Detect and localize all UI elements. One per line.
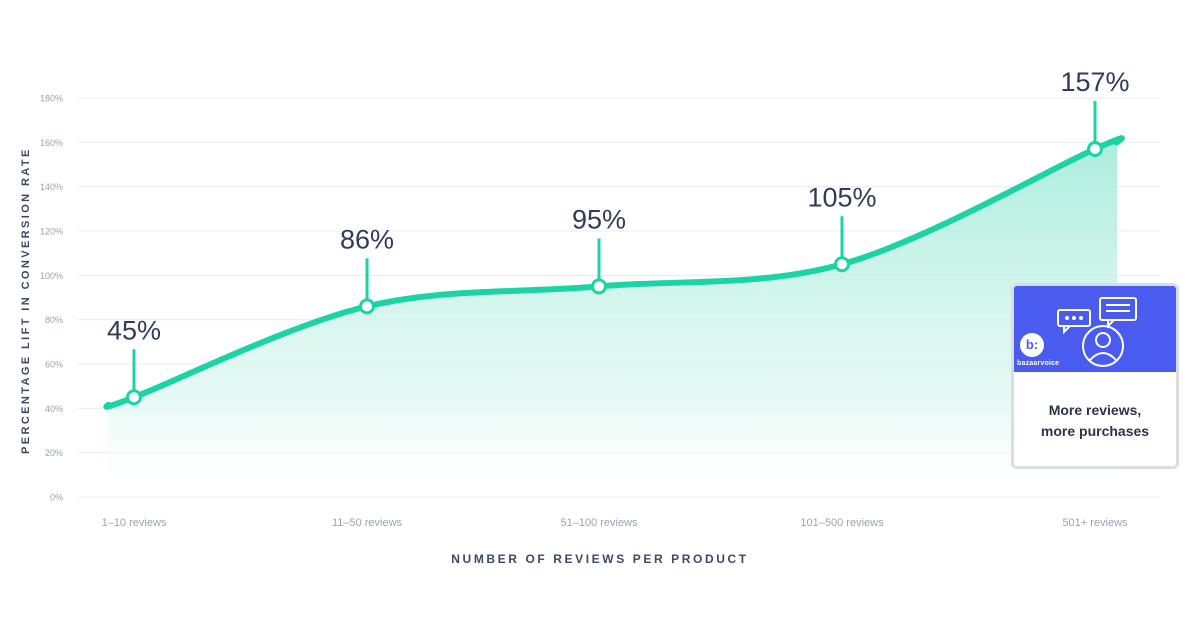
data-label: 95%	[572, 204, 626, 234]
y-tick-label: 160%	[40, 138, 63, 148]
area-fill	[106, 138, 1122, 497]
data-label: 157%	[1060, 67, 1129, 97]
x-tick-labels: 1–10 reviews 11–50 reviews 51–100 reviews 1…	[102, 517, 1128, 529]
y-tick-label: 40%	[45, 404, 63, 414]
x-tick-label: 11–50 reviews	[332, 517, 403, 529]
y-tick-label: 0%	[50, 493, 63, 503]
document-icon	[1099, 297, 1137, 329]
data-point	[359, 298, 375, 315]
y-tick-label: 120%	[40, 227, 63, 237]
promo-banner: b: bazaarvoice	[1014, 286, 1176, 372]
x-tick-label: 501+ reviews	[1062, 517, 1128, 529]
promo-caption-line1: More reviews,	[1048, 402, 1142, 418]
y-tick-label: 60%	[45, 360, 63, 370]
y-tick-label: 100%	[40, 271, 63, 281]
promo-card: b: bazaarvoice More reviews, more purcha…	[1011, 283, 1179, 469]
user-avatar-icon	[1057, 297, 1137, 367]
data-point	[1087, 140, 1103, 157]
data-label: 86%	[340, 224, 394, 254]
promo-caption: More reviews, more purchases	[1014, 400, 1176, 442]
x-axis-title: NUMBER OF REVIEWS PER PRODUCT	[451, 552, 749, 566]
promo-caption-line2: more purchases	[1040, 423, 1150, 439]
data-point	[591, 278, 607, 295]
x-tick-label: 1–10 reviews	[102, 517, 167, 529]
data-label: 45%	[107, 315, 161, 345]
brand-logo: b:	[1020, 333, 1044, 357]
y-tick-label: 180%	[40, 94, 63, 104]
y-tick-labels: 0% 20% 40% 60% 80% 100% 120% 140% 160% 180%	[40, 94, 63, 503]
x-tick-label: 51–100 reviews	[560, 517, 638, 529]
chat-bubble-icon	[1057, 309, 1091, 335]
data-point	[126, 389, 142, 406]
y-axis-title: PERCENTAGE LIFT IN CONVERSION RATE	[20, 147, 32, 454]
x-tick-label: 101–500 reviews	[800, 517, 884, 529]
data-label: 105%	[807, 182, 876, 212]
y-tick-label: 20%	[45, 448, 63, 458]
data-markers: 45% 86% 95% 105% 157%	[107, 67, 1130, 406]
brand-name: bazaarvoice	[1017, 360, 1060, 367]
y-tick-label: 80%	[45, 315, 63, 325]
y-tick-label: 140%	[40, 182, 63, 192]
data-point	[834, 256, 850, 273]
